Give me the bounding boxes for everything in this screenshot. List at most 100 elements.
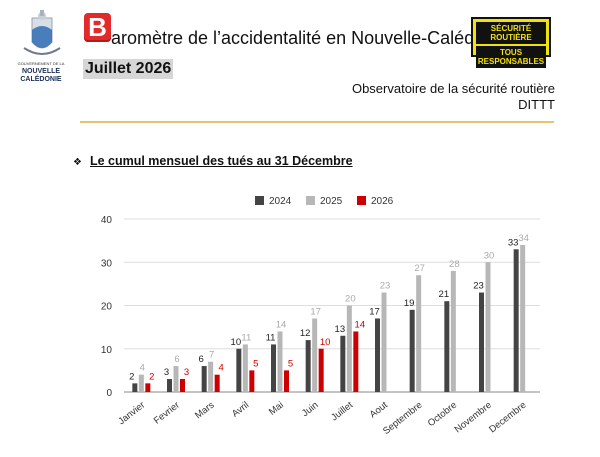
government-logo: [14, 8, 70, 86]
x-tick-label: Juillet: [329, 399, 355, 423]
data-label: 23: [473, 281, 484, 292]
data-label: 5: [253, 358, 258, 369]
data-label: 6: [199, 354, 204, 365]
badge-line-1: SÉCURITÉ ROUTIÈRE: [476, 22, 546, 44]
bar: [520, 244, 526, 392]
bullet-icon: ❖: [73, 157, 82, 168]
data-label: 4: [219, 363, 224, 374]
bar: [180, 379, 185, 392]
data-label: 10: [231, 337, 242, 348]
data-label: 14: [355, 319, 366, 330]
barometer-b-icon: B: [84, 13, 111, 42]
bar: [444, 301, 450, 392]
data-label: 14: [276, 319, 287, 330]
bar: [284, 370, 289, 392]
bar: [214, 374, 220, 392]
bar: [201, 366, 207, 392]
data-label: 2: [149, 371, 154, 382]
x-tick-label: Mai: [267, 400, 286, 418]
x-tick-label: Janvier: [116, 400, 147, 428]
y-tick-label: 10: [101, 345, 113, 356]
y-tick-label: 0: [106, 388, 112, 399]
y-tick-label: 30: [101, 258, 113, 269]
data-label: 28: [449, 259, 460, 270]
legend-swatch: [255, 196, 264, 205]
logo-line-3: CALÉDONIE: [20, 76, 62, 83]
x-tick-label: Juin: [300, 400, 321, 419]
header-divider: [80, 121, 554, 123]
data-label: 34: [518, 233, 529, 244]
legend-label: 2025: [320, 196, 343, 207]
data-label: 6: [174, 354, 179, 365]
data-label: 13: [335, 324, 346, 335]
x-tick-label: Mars: [193, 400, 217, 422]
bar: [236, 348, 242, 392]
data-label: 17: [369, 306, 380, 317]
x-tick-label: Septembre: [381, 400, 424, 437]
observatory-dept: DITTT: [518, 97, 555, 112]
data-label: 17: [310, 306, 321, 317]
badge-line-2: TOUS RESPONSABLES: [476, 46, 546, 68]
bar: [305, 340, 311, 392]
bar: [416, 275, 422, 392]
data-label: 21: [439, 289, 450, 300]
data-label: 3: [184, 367, 189, 378]
data-label: 30: [484, 250, 495, 261]
bar: [167, 379, 172, 392]
x-tick-label: Aout: [368, 399, 390, 420]
data-label: 23: [380, 281, 391, 292]
bar: [271, 344, 276, 392]
bar: [208, 361, 214, 392]
bar: [513, 249, 519, 392]
bar: [318, 348, 324, 392]
bar: [277, 331, 283, 392]
logo-text: GOUVERNEMENT DE LA NOUVELLE CALÉDONIE: [8, 60, 74, 84]
bar: [312, 318, 318, 392]
bar: [340, 335, 346, 392]
data-label: 3: [164, 367, 169, 378]
crest-icon: [23, 10, 61, 55]
section-heading: ❖ Le cumul mensuel des tués au 31 Décembr…: [73, 154, 353, 168]
observatory-block: Observatoire de la sécurité routière DIT…: [352, 81, 555, 113]
data-label: 27: [414, 263, 425, 274]
bar: [138, 374, 144, 392]
bar: [375, 318, 380, 392]
legend-swatch: [357, 196, 366, 205]
y-tick-label: 40: [101, 215, 113, 226]
logo-line-1: GOUVERNEMENT DE LA: [17, 61, 65, 66]
data-label: 10: [320, 337, 331, 348]
report-month: Juillet 2026: [83, 59, 174, 79]
bar: [409, 309, 415, 392]
bar: [450, 270, 456, 392]
bar: [132, 383, 138, 392]
data-label: 5: [288, 358, 293, 369]
x-tick-label: Decembre: [487, 400, 528, 436]
legend-swatch: [306, 196, 315, 205]
data-label: 33: [508, 237, 519, 248]
logo-line-2: NOUVELLE: [21, 68, 61, 75]
data-label: 11: [266, 332, 276, 343]
x-tick-label: Fevrier: [152, 400, 182, 427]
data-label: 4: [140, 363, 145, 374]
legend-label: 2024: [269, 196, 292, 207]
bar: [242, 344, 248, 392]
bar: [479, 292, 484, 392]
bar: [353, 331, 359, 392]
securite-routiere-badge: SÉCURITÉ ROUTIÈRE TOUS RESPONSABLES: [471, 17, 551, 68]
bar: [346, 305, 352, 392]
observatory-name: Observatoire de la sécurité routière: [351, 81, 555, 96]
data-label: 19: [404, 298, 415, 309]
bar: [381, 292, 387, 392]
section-title: Le cumul mensuel des tués au 31 Décembre: [89, 154, 353, 168]
bar: [145, 383, 151, 392]
x-tick-label: Avril: [230, 400, 251, 420]
data-label: 11: [241, 332, 251, 343]
bar: [173, 366, 179, 392]
bar: [485, 262, 491, 392]
page-title: aromètre de l’accidentalité en Nouvelle-…: [111, 28, 509, 48]
data-label: 20: [345, 294, 356, 305]
legend-label: 2026: [371, 196, 394, 207]
data-label: 12: [300, 328, 311, 339]
x-tick-label: Novembre: [453, 400, 494, 436]
